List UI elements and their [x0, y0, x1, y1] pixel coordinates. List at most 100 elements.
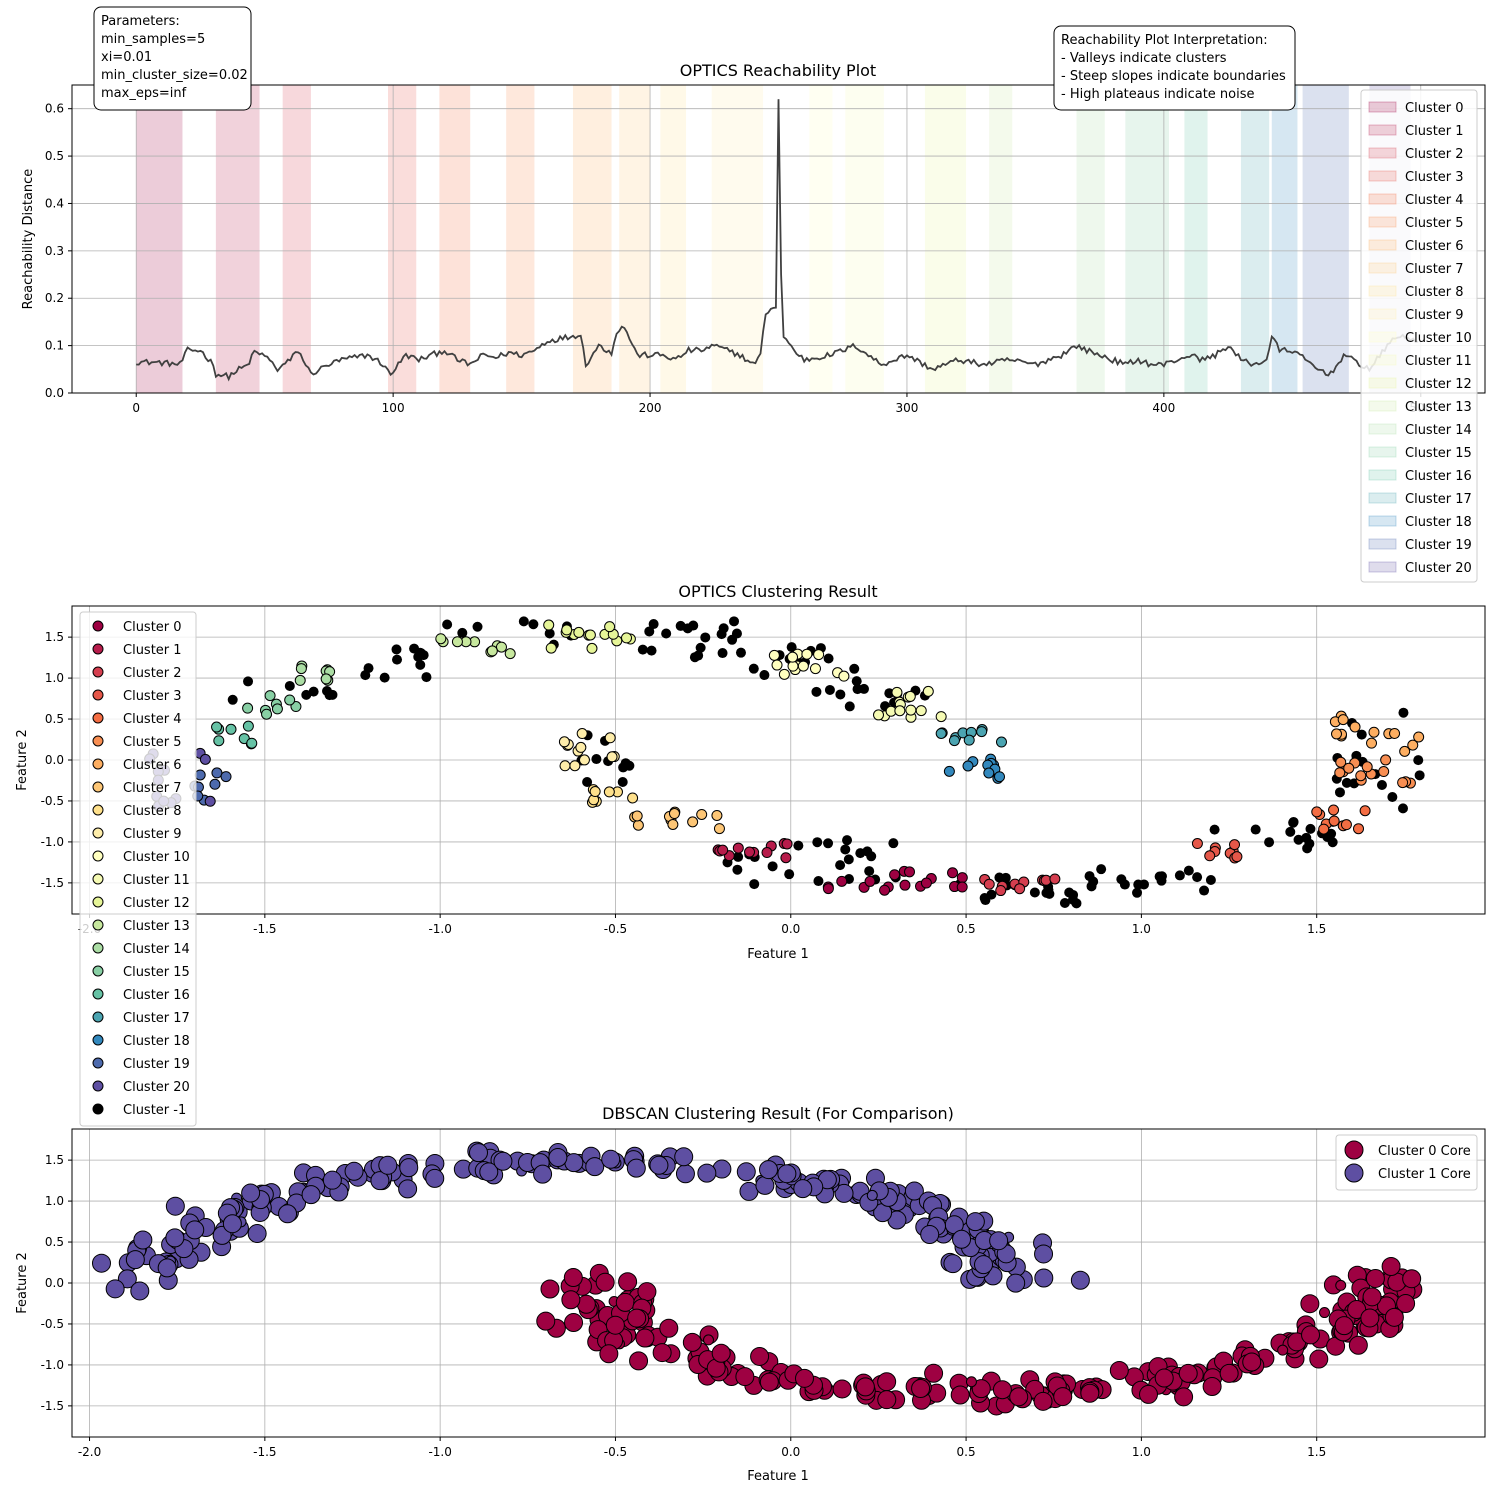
noise-point: [1398, 707, 1409, 718]
cluster-point: [261, 708, 273, 720]
cluster-point: [621, 632, 633, 644]
legend-marker: [92, 1080, 104, 1092]
cluster-point: [956, 872, 968, 884]
cluster-point: [956, 881, 968, 893]
cluster-band: [845, 85, 884, 393]
legend-marker: [92, 1103, 104, 1115]
y-axis-label: Feature 2: [15, 1252, 30, 1314]
cluster-band: [1125, 85, 1170, 393]
y-axis-label: Reachability Distance: [21, 169, 36, 310]
noise-point: [442, 619, 453, 630]
legend-label: Cluster 14: [123, 942, 190, 957]
cluster-point: [947, 867, 959, 879]
y-tick-label: 0.0: [45, 1276, 64, 1290]
noise-point: [1199, 885, 1210, 896]
cluster-point: [558, 736, 570, 748]
noise-point: [824, 684, 835, 695]
y-tick-label: 0.6: [45, 102, 64, 116]
core-point: [301, 1185, 321, 1205]
y-tick-label: 1.0: [45, 671, 64, 685]
legend-marker: [1344, 1140, 1364, 1160]
legend-marker: [92, 919, 104, 931]
legend-label: Cluster 7: [123, 781, 182, 796]
noise-point: [661, 628, 672, 639]
legend-label: Cluster 6: [1405, 239, 1464, 254]
core-point: [834, 1183, 854, 1203]
legend-swatch: [1368, 469, 1397, 481]
legend-label: Cluster 1: [123, 643, 182, 658]
legend-swatch: [1368, 193, 1397, 205]
noise-point: [732, 864, 743, 875]
legend-label: Cluster 12: [1405, 377, 1472, 392]
x-tick-label: 0.5: [957, 922, 976, 936]
cluster-point: [220, 771, 232, 783]
cluster-point: [1340, 819, 1352, 831]
noise-point: [1288, 816, 1299, 827]
legend-marker: [92, 1011, 104, 1023]
core-point: [1362, 1287, 1382, 1307]
core-point: [989, 1231, 1009, 1251]
legend-label: Cluster 6: [123, 758, 182, 773]
legend-label: Cluster 8: [123, 804, 182, 819]
cluster-point: [209, 778, 221, 790]
cluster-point: [561, 624, 573, 636]
core-point: [739, 1181, 759, 1201]
core-point: [1070, 1270, 1090, 1290]
y-tick-label: 0.3: [45, 244, 64, 258]
legend-swatch: [1368, 400, 1397, 412]
noise-point: [835, 689, 846, 700]
core-point: [595, 1272, 615, 1292]
noise-point: [812, 837, 823, 848]
core-point: [750, 1346, 770, 1366]
core-point: [920, 1225, 940, 1245]
points: [91, 1141, 1423, 1416]
cluster-point: [983, 878, 995, 890]
legend-marker: [92, 1034, 104, 1046]
cluster-point: [1334, 767, 1346, 779]
core-point: [992, 1380, 1012, 1400]
cluster-point: [904, 866, 916, 878]
cluster-point: [1349, 721, 1361, 733]
core-point: [674, 1147, 694, 1167]
legend-label: Cluster 15: [123, 965, 190, 980]
legend-swatch: [1368, 331, 1397, 343]
interp-line: - Steep slopes indicate boundaries: [1061, 69, 1286, 84]
y-tick-label: -1.5: [41, 876, 64, 890]
cluster-band: [1240, 85, 1270, 393]
noise-point: [864, 866, 875, 877]
noise-point: [391, 644, 402, 655]
core-point: [629, 1351, 649, 1371]
cluster-point: [780, 852, 792, 864]
core-point: [675, 1164, 695, 1184]
cluster-point: [771, 659, 783, 671]
core-point: [1365, 1268, 1385, 1288]
noise-point: [811, 686, 822, 697]
legend-label: Cluster 5: [1405, 216, 1464, 231]
cluster-point: [211, 767, 223, 779]
core-point: [1006, 1273, 1026, 1293]
core-point: [563, 1268, 583, 1288]
cluster-point: [589, 786, 601, 798]
cluster-point: [894, 705, 906, 717]
legend-label: Cluster 12: [123, 896, 190, 911]
cluster-point: [889, 869, 901, 881]
cluster-point: [486, 645, 498, 657]
noise-point: [1059, 898, 1070, 909]
cluster-point: [606, 751, 618, 763]
core-point: [479, 1162, 499, 1182]
core-point: [971, 1379, 991, 1399]
noise-point: [862, 846, 873, 857]
core-point: [165, 1228, 185, 1248]
cluster-point: [822, 883, 834, 895]
noise-point: [409, 643, 420, 654]
noise-point: [793, 840, 804, 851]
plot-title: OPTICS Reachability Plot: [680, 61, 876, 80]
legend-swatch: [1368, 101, 1397, 113]
cluster-band: [136, 85, 183, 393]
core-point: [626, 1158, 646, 1178]
legend-label: Cluster 13: [123, 919, 190, 934]
cluster-point: [687, 816, 699, 828]
cluster-point: [787, 660, 799, 672]
core-point: [1053, 1387, 1073, 1407]
